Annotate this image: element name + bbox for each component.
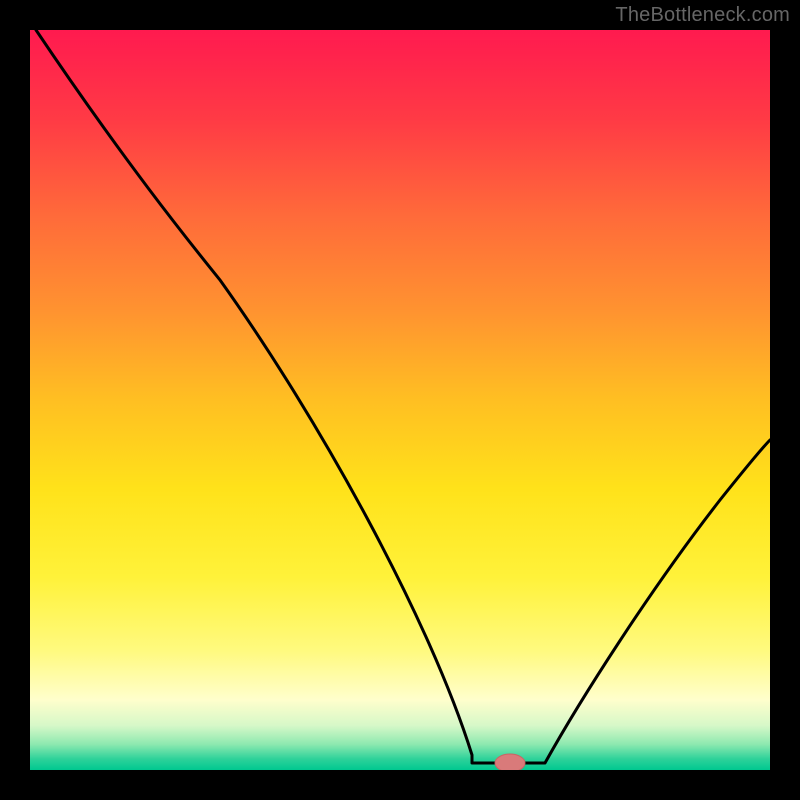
optimal-marker bbox=[495, 754, 525, 772]
watermark-label: TheBottleneck.com bbox=[615, 4, 790, 27]
bottleneck-chart bbox=[0, 0, 800, 800]
gradient-field bbox=[30, 30, 770, 770]
